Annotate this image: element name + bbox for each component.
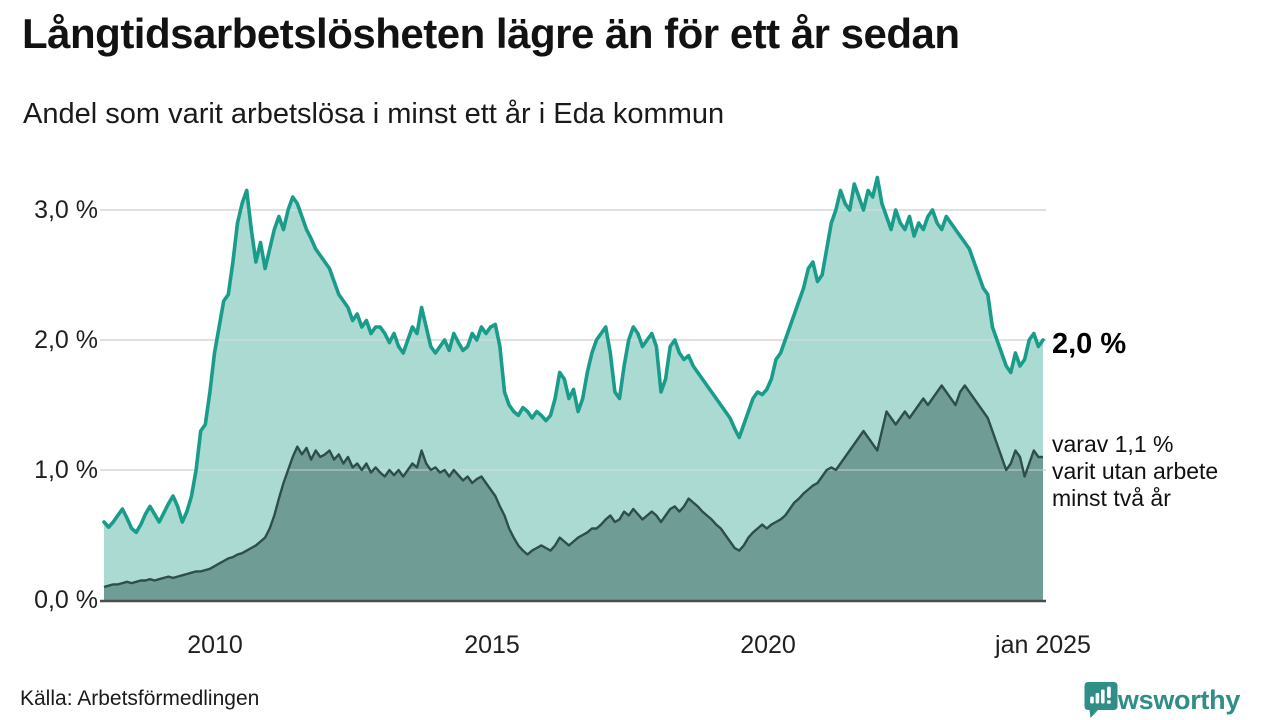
- page-subtitle: Andel som varit arbetslösa i minst ett å…: [23, 98, 725, 130]
- x-axis-label-jan-2025: jan 2025: [995, 631, 1091, 659]
- y-axis-label-3: 3,0 %: [34, 196, 98, 224]
- y-axis-label-0: 0,0 %: [34, 586, 98, 614]
- secondary-value-annotation: varav 1,1 % varit utan arbete minst två …: [1052, 431, 1218, 512]
- secondary-annotation-line-1: varav 1,1 %: [1052, 431, 1174, 457]
- bar-chart-speech-bubble-icon: [1084, 682, 1118, 718]
- newsworthy-logo[interactable]: Newsworthy: [1084, 681, 1240, 719]
- source-note: Källa: Arbetsförmedlingen: [20, 687, 260, 710]
- y-axis-label-1: 1,0 %: [34, 456, 98, 484]
- secondary-annotation-line-2: varit utan arbete: [1052, 458, 1219, 484]
- area-fill-unemployed-2-years: [104, 385, 1043, 600]
- x-axis-label-2010: 2010: [187, 631, 243, 659]
- x-axis-label-2015: 2015: [464, 631, 520, 659]
- x-axis-label-2020: 2020: [740, 631, 796, 659]
- y-axis-label-2: 2,0 %: [34, 326, 98, 354]
- page-title: Långtidsarbetslösheten lägre än för ett …: [22, 10, 960, 57]
- latest-value-label: 2,0 %: [1052, 328, 1127, 360]
- line-unemployed-1-year: [102, 175, 1045, 535]
- line-unemployed-2-years: [103, 384, 1043, 589]
- secondary-annotation-line-3: minst två år: [1052, 485, 1171, 511]
